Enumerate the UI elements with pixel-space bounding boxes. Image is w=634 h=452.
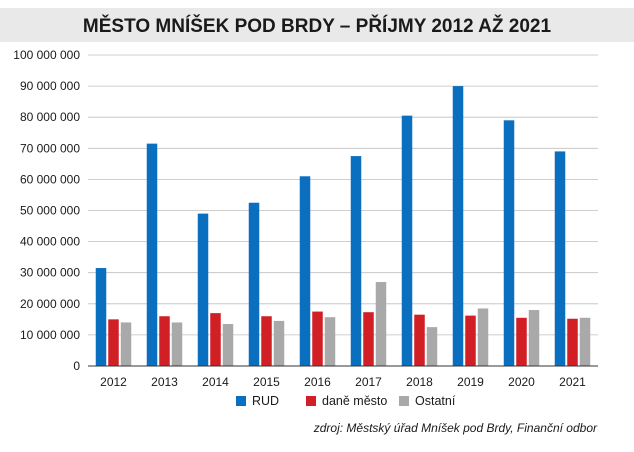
y-tick-label: 70 000 000 — [20, 141, 80, 155]
x-axis-ticks: 2012 2013 2014 2015 2016 2017 2018 2019 2020 2021 — [100, 375, 586, 389]
bar-2014-series-0 — [197, 213, 209, 366]
legend-label: daně město — [322, 394, 387, 408]
bar-2016-series-1 — [312, 311, 323, 366]
bar-2012-series-2 — [120, 322, 132, 366]
legend: RUD daně město Ostatní — [236, 394, 456, 408]
bars — [95, 86, 591, 367]
x-tick-label: 2020 — [508, 375, 535, 389]
bar-2017-series-1 — [363, 312, 374, 366]
bar-2012-series-0 — [95, 268, 107, 366]
x-tick-label: 2013 — [151, 375, 178, 389]
x-tick-label: 2018 — [406, 375, 433, 389]
bar-2019-series-1 — [465, 315, 476, 366]
bar-2013-series-2 — [171, 322, 183, 366]
y-tick-label: 50 000 000 — [20, 204, 80, 218]
y-tick-label: 40 000 000 — [20, 235, 80, 249]
bar-2013-series-0 — [146, 143, 158, 366]
source-note: zdroj: Městský úřad Mníšek pod Brdy, Fin… — [313, 421, 598, 435]
bar-2017-series-2 — [375, 282, 387, 366]
bar-2014-series-1 — [210, 313, 221, 366]
bar-2016-series-2 — [324, 317, 336, 366]
x-tick-label: 2015 — [253, 375, 280, 389]
x-tick-label: 2019 — [457, 375, 484, 389]
y-tick-label: 80 000 000 — [20, 110, 80, 124]
bar-2018-series-2 — [426, 327, 438, 366]
bar-2015-series-0 — [248, 202, 260, 366]
bar-2021-series-2 — [579, 317, 591, 366]
bar-2021-series-0 — [554, 151, 566, 366]
y-tick-label: 30 000 000 — [20, 266, 80, 280]
legend-swatch — [399, 396, 409, 406]
bar-2018-series-0 — [401, 115, 413, 367]
y-axis-ticks: 0 10 000 000 20 000 000 30 000 000 40 000 00… — [13, 48, 80, 373]
bar-2020-series-1 — [516, 317, 527, 366]
x-tick-label: 2014 — [202, 375, 229, 389]
bar-2015-series-2 — [273, 320, 285, 366]
y-tick-label: 100 000 000 — [13, 48, 80, 62]
bar-2021-series-1 — [567, 318, 578, 366]
gridlines — [88, 54, 598, 336]
x-tick-label: 2017 — [355, 375, 382, 389]
legend-swatch — [306, 396, 316, 406]
bar-2012-series-1 — [108, 319, 119, 366]
bar-2019-series-0 — [452, 86, 464, 366]
bar-2016-series-0 — [299, 176, 311, 366]
bar-2013-series-1 — [159, 316, 170, 366]
chart-title: MĚSTO MNÍŠEK POD BRDY – PŘÍJMY 2012 AŽ 2… — [83, 15, 552, 37]
y-tick-label: 60 000 000 — [20, 172, 80, 186]
legend-swatch — [236, 396, 246, 406]
legend-label: RUD — [252, 394, 279, 408]
y-tick-label: 90 000 000 — [20, 79, 80, 93]
bar-2020-series-2 — [528, 310, 540, 366]
y-tick-label: 10 000 000 — [20, 328, 80, 342]
title-banner — [0, 8, 634, 42]
x-tick-label: 2016 — [304, 375, 331, 389]
bar-2015-series-1 — [261, 316, 272, 366]
bar-2017-series-0 — [350, 156, 362, 366]
y-tick-label: 20 000 000 — [20, 297, 80, 311]
bar-2020-series-0 — [503, 120, 515, 366]
bar-2018-series-1 — [414, 314, 425, 366]
legend-label: Ostatní — [415, 394, 456, 408]
x-tick-label: 2012 — [100, 375, 127, 389]
bar-2019-series-2 — [477, 308, 489, 366]
bar-2014-series-2 — [222, 324, 234, 366]
x-tick-label: 2021 — [559, 375, 586, 389]
y-tick-label: 0 — [73, 359, 80, 373]
